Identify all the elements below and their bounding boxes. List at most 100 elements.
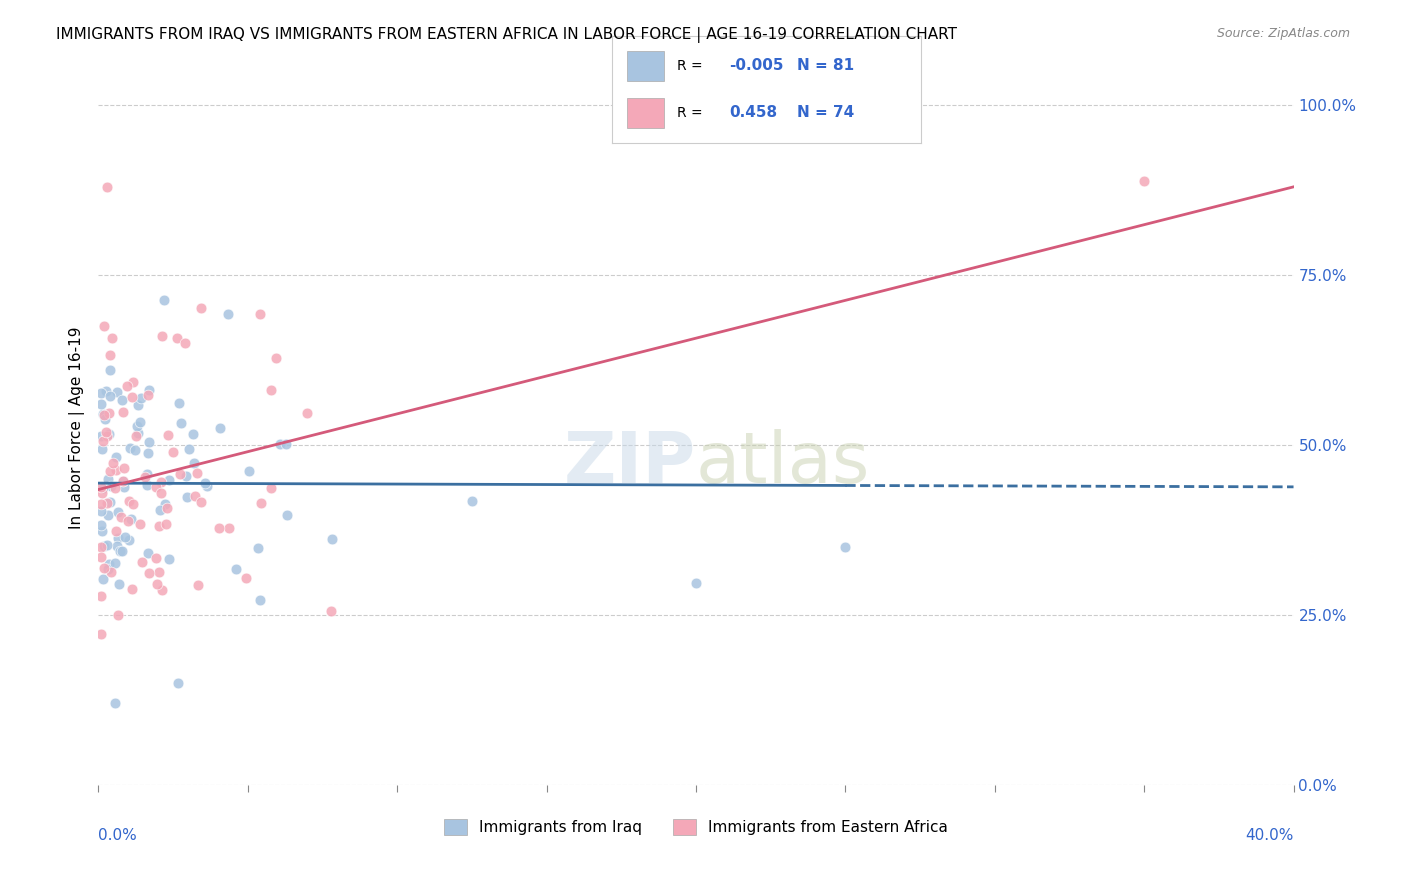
Point (90, 517, 112, 532)
Point (260, 384, 283, 398)
Point (93, 539, 115, 553)
FancyBboxPatch shape (627, 51, 664, 80)
Point (105, 384, 128, 399)
Point (90, 540, 112, 554)
FancyBboxPatch shape (627, 98, 664, 128)
Point (93, 560, 115, 574)
Point (146, 576, 169, 591)
Point (134, 470, 156, 484)
Point (104, 481, 127, 495)
Point (157, 551, 180, 566)
Point (105, 450, 128, 464)
Point (103, 697, 125, 711)
Point (96, 508, 118, 523)
Point (111, 392, 134, 407)
Point (100, 479, 122, 493)
Point (108, 543, 131, 558)
Point (107, 607, 129, 622)
Point (104, 556, 127, 570)
Point (184, 489, 207, 503)
Text: Source: ZipAtlas.com: Source: ZipAtlas.com (1216, 27, 1350, 40)
Point (115, 379, 138, 393)
Point (129, 391, 152, 405)
Point (97, 407, 120, 421)
Point (93, 434, 115, 449)
Point (135, 478, 157, 492)
Point (136, 388, 159, 402)
Point (174, 469, 197, 483)
Point (105, 539, 128, 553)
Point (176, 490, 198, 504)
Point (145, 550, 167, 565)
Point (157, 473, 180, 487)
Point (100, 363, 122, 377)
Point (276, 437, 298, 451)
Point (167, 396, 190, 410)
Point (190, 494, 212, 508)
Point (118, 533, 141, 548)
Point (181, 426, 204, 441)
Point (187, 578, 209, 592)
Point (259, 482, 281, 496)
Point (153, 293, 176, 307)
Point (94, 425, 117, 439)
Point (107, 576, 129, 591)
Point (249, 593, 271, 607)
Point (217, 306, 239, 320)
Point (179, 442, 201, 457)
Point (100, 565, 122, 579)
Point (98, 464, 121, 478)
Point (162, 445, 184, 459)
Text: -0.005: -0.005 (730, 58, 783, 73)
Text: N = 81: N = 81 (797, 58, 855, 73)
Point (195, 479, 218, 493)
Point (105, 524, 128, 538)
Point (114, 530, 136, 544)
Point (91, 486, 114, 500)
Point (112, 480, 135, 494)
Point (138, 434, 160, 449)
Point (295, 406, 318, 420)
Text: IMMIGRANTS FROM IRAQ VS IMMIGRANTS FROM EASTERN AFRICA IN LABOR FORCE | AGE 16-1: IMMIGRANTS FROM IRAQ VS IMMIGRANTS FROM … (56, 27, 957, 43)
Point (170, 416, 193, 430)
Point (266, 351, 288, 365)
Point (461, 493, 484, 508)
Point (90, 550, 112, 565)
Point (96, 538, 118, 552)
Point (117, 514, 139, 528)
Point (98, 557, 121, 571)
Point (121, 390, 143, 404)
Point (136, 546, 159, 560)
Point (145, 480, 167, 494)
Point (131, 555, 153, 569)
Point (155, 517, 177, 532)
Point (96, 429, 118, 443)
Point (834, 540, 856, 554)
Point (208, 521, 231, 535)
Point (247, 541, 270, 556)
Point (107, 505, 129, 519)
Point (136, 467, 159, 481)
Point (96, 496, 118, 510)
Point (125, 429, 148, 443)
Point (167, 676, 190, 690)
Point (150, 486, 173, 500)
Point (136, 446, 159, 460)
Point (149, 503, 172, 517)
Point (97, 562, 120, 576)
Point (276, 508, 298, 522)
Point (93, 408, 115, 422)
Point (150, 582, 173, 597)
Text: R =: R = (676, 59, 707, 72)
Point (124, 443, 146, 458)
Point (107, 532, 129, 546)
Point (129, 517, 152, 532)
Text: R =: R = (676, 106, 711, 120)
Point (90, 589, 112, 603)
Point (238, 464, 260, 478)
Point (90, 627, 112, 641)
Point (173, 335, 195, 350)
Point (90, 497, 112, 511)
Point (321, 532, 343, 546)
Point (269, 437, 291, 451)
